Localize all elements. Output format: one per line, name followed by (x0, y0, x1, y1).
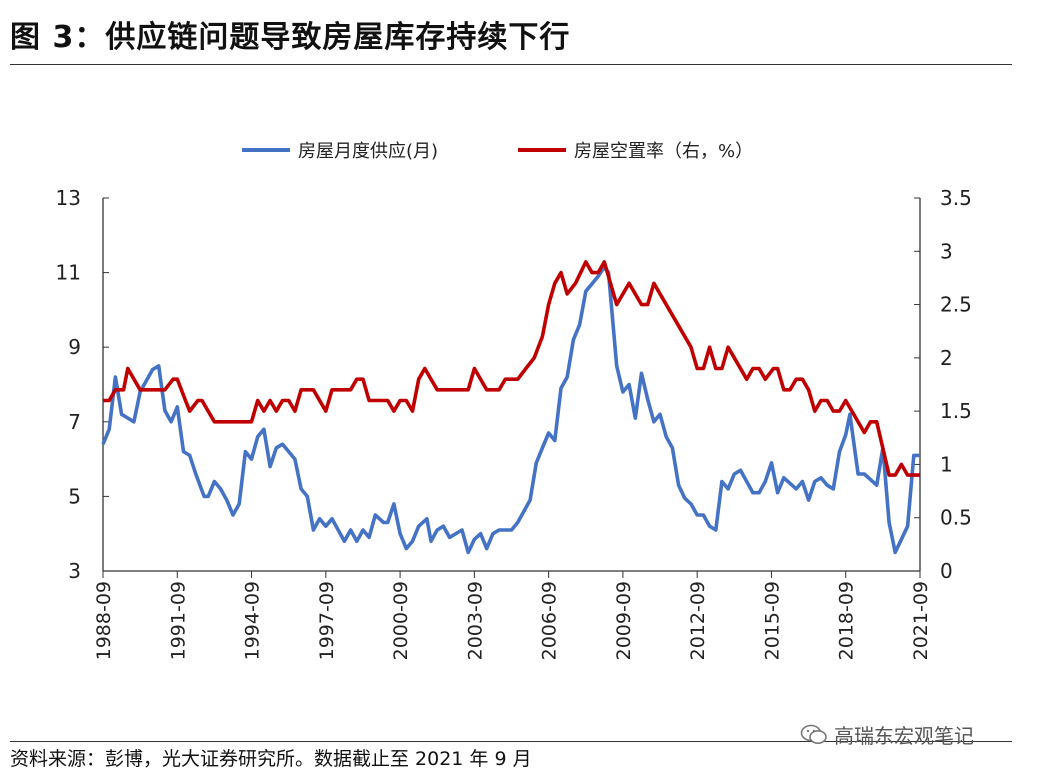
right-axis-tick-label: 2 (940, 346, 953, 370)
right-axis-tick-label: 0 (940, 559, 953, 583)
wechat-icon (800, 724, 827, 744)
series-line-housing-supply (101, 265, 920, 555)
right-axis-tick-label: 1.5 (940, 399, 972, 423)
watermark: 高瑞东宏观笔记 (800, 720, 974, 749)
left-axis-tick-label: 11 (56, 261, 81, 285)
series-lines (101, 260, 920, 555)
chart: 房屋月度供应(月) 房屋空置率（右，%） 3 5 7 9 11 13 0 0.5 1 1.5 2 2.… (56, 141, 972, 660)
left-axis-tick-label: 3 (68, 559, 81, 583)
x-axis-tick-label: 1994-09 (242, 581, 264, 660)
x-axis-tick-label: 1997-09 (316, 581, 338, 660)
right-axis-tick-label: 3 (940, 239, 953, 263)
x-axis-tick-label: 2018-09 (836, 581, 858, 660)
left-axis-tick-label: 13 (56, 186, 81, 210)
right-axis-tick-label: 3.5 (940, 186, 972, 210)
x-axis-tick-label: 2021-09 (910, 581, 932, 660)
legend-label-vacancy: 房屋空置率（右，%） (574, 141, 753, 162)
left-axis-tick-label: 9 (68, 335, 81, 359)
source-note: 资料来源：彭博，光大证券研究所。数据截止至 2021 年 9 月 (10, 748, 532, 770)
left-axis-tick-label: 5 (68, 484, 81, 508)
right-axis-tick-label: 0.5 (940, 506, 972, 530)
watermark-text: 高瑞东宏观笔记 (834, 724, 974, 748)
x-axis-tick-label: 2006-09 (539, 581, 561, 660)
series-line-vacancy-rate (103, 260, 920, 477)
x-axis-tick-label: 1991-09 (167, 581, 189, 660)
title-divider (10, 64, 1012, 65)
x-axis-tick-label: 1988-09 (93, 581, 115, 660)
x-axis-tick-label: 2015-09 (761, 581, 783, 660)
footer-divider (10, 741, 1012, 742)
right-axis-tick-label: 1 (940, 452, 953, 476)
figure-title: 图 3：供应链问题导致房屋库存持续下行 (10, 20, 571, 55)
left-axis-tick-label: 7 (68, 410, 81, 434)
legend-label-supply: 房屋月度供应(月) (298, 141, 438, 162)
x-axis-tick-label: 2012-09 (687, 581, 709, 660)
x-axis-tick-label: 2009-09 (613, 581, 635, 660)
x-axis-tick-label: 2003-09 (464, 581, 486, 660)
axes: 3 5 7 9 11 13 0 0.5 1 1.5 2 2.5 3 3.5 1988-09 1991-09 19… (56, 186, 972, 660)
x-axis-tick-label: 2000-09 (390, 581, 412, 660)
legend: 房屋月度供应(月) 房屋空置率（右，%） (242, 141, 753, 162)
right-axis-tick-label: 2.5 (940, 293, 972, 317)
